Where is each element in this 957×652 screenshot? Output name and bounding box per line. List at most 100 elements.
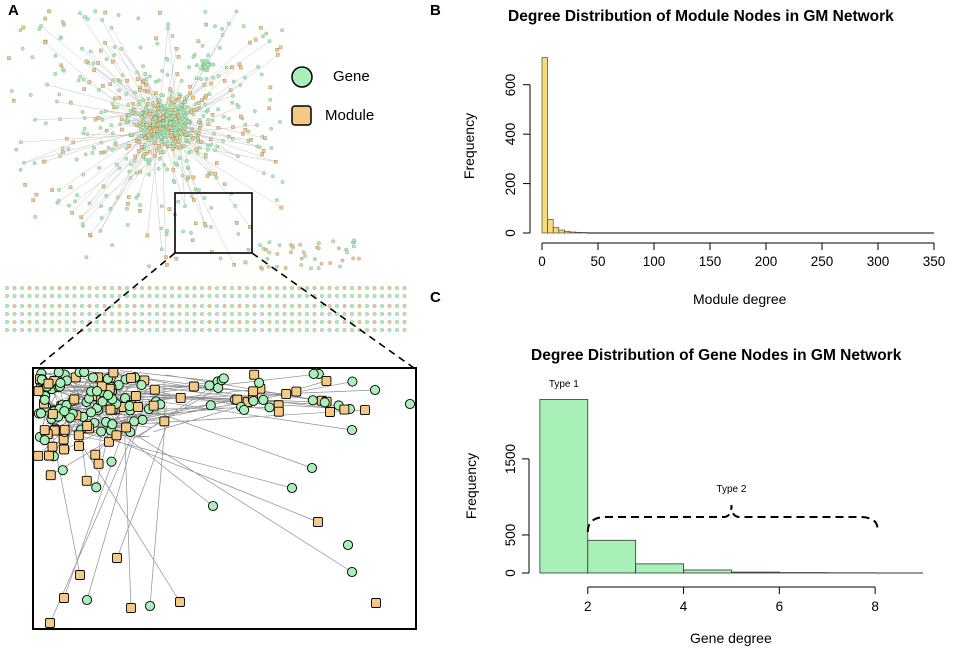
zoom-module-node <box>90 449 101 460</box>
hairball-gene-node <box>206 117 211 122</box>
hairball-gene-node <box>278 120 282 124</box>
isolated-node <box>72 294 77 298</box>
zoom-gene-node <box>107 419 118 430</box>
zoom-gene-node <box>97 396 108 407</box>
zoom-module-node <box>93 458 104 469</box>
isolated-node <box>185 286 189 290</box>
isolated-node <box>155 320 159 324</box>
hairball-module-node <box>268 85 273 90</box>
hairball-gene-node <box>167 110 172 115</box>
hairball-gene-node <box>82 116 87 120</box>
zoom-module-node <box>74 441 84 452</box>
hairball-gene-node <box>198 106 202 111</box>
hairball-module-node <box>235 221 239 225</box>
hairball-module-node <box>191 95 195 100</box>
isolated-node <box>305 304 309 308</box>
hairball-gene-node <box>56 198 61 203</box>
isolated-node <box>20 328 24 332</box>
isolated-node <box>5 320 9 324</box>
isolated-node <box>222 286 227 290</box>
zoom-gene-node <box>404 398 416 410</box>
hairball-gene-node <box>190 194 194 199</box>
isolated-node <box>312 320 317 324</box>
isolated-node <box>117 320 122 324</box>
isolated-node <box>57 328 62 332</box>
hairball-gene-node <box>137 99 142 104</box>
hairball-gene-node <box>33 117 37 122</box>
annotation-type-1: Type 1 <box>548 379 579 390</box>
hairball-gene-node <box>81 77 86 82</box>
hairball-gene-node <box>165 58 170 62</box>
hairball-gene-node <box>230 137 235 141</box>
isolated-node <box>365 294 369 298</box>
legend-module-marker <box>291 105 312 126</box>
isolated-node <box>305 312 309 316</box>
isolated-node <box>252 304 257 308</box>
hairball-gene-node <box>203 155 208 160</box>
hairball-gene-node <box>124 146 129 151</box>
isolated-node <box>222 328 227 332</box>
hairball-tail-node <box>357 256 361 261</box>
hairball-tail-node <box>283 266 288 270</box>
hairball-module-node <box>279 205 284 210</box>
hairball-gene-node <box>80 110 85 114</box>
hairball-gene-node <box>108 206 113 211</box>
isolated-node <box>320 304 324 308</box>
zoom-gene-node <box>57 465 68 476</box>
isolated-node <box>387 328 392 332</box>
hairball-module-node <box>237 62 242 67</box>
hairball-gene-node <box>173 161 178 166</box>
hairball-gene-node <box>215 144 220 149</box>
hairball-gene-node <box>93 9 98 14</box>
hairball-module-node <box>202 82 207 87</box>
isolated-node <box>402 312 407 316</box>
isolated-node <box>260 320 264 324</box>
isolated-node <box>252 294 257 298</box>
hairball-gene-node <box>206 108 210 112</box>
hairball-gene-node <box>60 146 65 151</box>
isolated-node <box>245 304 249 308</box>
hairball-module-node <box>146 102 150 106</box>
hairball-module-node <box>206 122 211 126</box>
isolated-node <box>335 294 339 298</box>
hairball-module-node <box>148 126 152 131</box>
hairball-module-node <box>154 36 158 41</box>
isolated-node <box>380 328 384 332</box>
hairball-gene-node <box>159 226 164 231</box>
hairball-gene-node <box>126 103 130 107</box>
isolated-node <box>245 320 249 324</box>
isolated-node <box>42 312 47 316</box>
zoom-gene-node <box>346 424 358 436</box>
isolated-node <box>350 312 354 316</box>
zoom-gene-node <box>286 482 298 494</box>
isolated-node <box>222 294 227 298</box>
hairball-module-node <box>68 100 73 105</box>
zoom-module-node <box>248 386 259 397</box>
hairball-gene-node <box>55 99 59 104</box>
annotation-type-2: Type 2 <box>716 484 747 495</box>
isolated-node <box>170 294 174 298</box>
hairball-gene-node <box>81 172 86 177</box>
hairball-gene-node <box>160 110 165 115</box>
isolated-node <box>170 312 174 316</box>
hairball-gene-node <box>267 39 272 44</box>
hairball-module-node <box>125 79 129 83</box>
zoom-module-node <box>325 407 335 417</box>
isolated-node <box>132 312 137 316</box>
isolated-node <box>132 294 137 298</box>
hairball-gene-node <box>138 127 143 132</box>
isolated-node <box>102 304 107 308</box>
isolated-node <box>320 286 324 290</box>
hairball-gene-node <box>110 101 115 106</box>
hairball-module-node <box>167 207 172 211</box>
hairball-gene-node <box>147 264 151 269</box>
hairball-module-node <box>71 140 75 145</box>
hairball-gene-node <box>172 180 177 185</box>
hairball-gene-node <box>204 77 209 81</box>
isolated-node <box>207 286 212 290</box>
isolated-node <box>110 286 114 290</box>
hairball-gene-node <box>114 162 119 167</box>
isolated-node <box>365 286 369 290</box>
hairball-tail-node <box>316 246 321 251</box>
zoom-module-node <box>339 404 350 415</box>
